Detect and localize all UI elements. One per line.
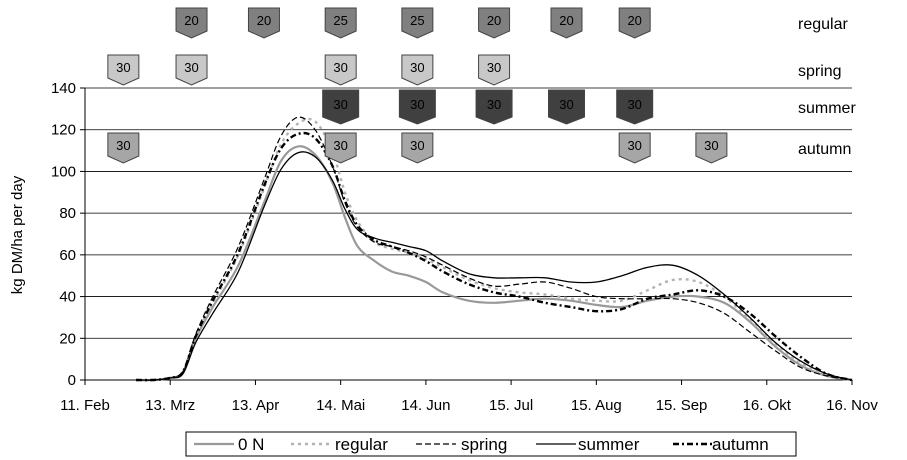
marker-regular-6 (550, 7, 583, 39)
marker-autumn-1 (107, 132, 140, 164)
marker-spring-3 (324, 54, 357, 86)
marker-regular-3 (324, 7, 357, 39)
x-tick-label-13-apr: 13. Apr (232, 397, 280, 414)
marker-autumn-4 (618, 132, 651, 164)
marker-regular-1 (175, 7, 208, 39)
y-axis-label: kg DM/ha per day (9, 175, 26, 294)
x-tick-label-15-aug: 15. Aug (571, 397, 622, 414)
marker-spring-2 (175, 54, 208, 86)
marker-label-spring-4: 30 (410, 60, 424, 75)
marker-label-regular-5: 20 (487, 13, 501, 28)
y-tick-label-120: 120 (51, 122, 76, 139)
marker-spring-1 (107, 54, 140, 86)
row-label-autumn: autumn (798, 141, 851, 158)
marker-autumn-3 (401, 132, 434, 164)
x-tick-labels: 11. Feb 13. Mrz 13. Apr 14. Mai 14. Jun 15. J… (60, 380, 878, 414)
x-tick-label-14-jun: 14. Jun (401, 397, 450, 414)
series-line-regular (136, 117, 853, 382)
marker-label-autumn-1: 30 (116, 138, 130, 153)
marker-label-autumn-5: 30 (704, 138, 718, 153)
x-tick-label-14-mai: 14. Mai (316, 397, 365, 414)
y-tick-label-20: 20 (59, 330, 76, 347)
x-tick-label-11-feb: 11. Feb (60, 397, 110, 414)
marker-label-regular-6: 20 (559, 13, 573, 28)
marker-label-spring-5: 30 (487, 60, 501, 75)
series-line-autumn (136, 131, 853, 382)
legend-label-spring: spring (461, 435, 507, 454)
marker-label-summer-3: 30 (487, 97, 501, 112)
marker-label-summer-5: 30 (627, 97, 641, 112)
y-tick-label-60: 60 (59, 247, 76, 264)
x-tick-label-13-mrz: 13. Mrz (145, 397, 195, 414)
x-tick-label-15-sep: 15. Sep (656, 397, 708, 414)
marker-summer-1 (322, 89, 360, 125)
marker-label-autumn-4: 30 (627, 138, 641, 153)
legend-label-autumn: autumn (712, 435, 769, 454)
marker-label-spring-1: 30 (116, 60, 130, 75)
series-line-spring (136, 116, 853, 381)
legend: 0 N regular spring summer autumn (185, 431, 797, 457)
marker-label-autumn-3: 30 (410, 138, 424, 153)
legend-label-regular: regular (335, 435, 388, 454)
y-tick-label-80: 80 (59, 205, 76, 222)
y-tick-label-0: 0 (68, 372, 76, 389)
marker-summer-4 (548, 89, 586, 125)
marker-regular-4 (401, 7, 434, 39)
marker-label-summer-2: 30 (410, 97, 424, 112)
x-tick-label-16-nov: 16. Nov (826, 397, 878, 414)
marker-label-spring-3: 30 (333, 60, 347, 75)
application-markers: 20 20 25 25 20 20 20 regular 30 30 30 30 30 spring 30 3… (107, 7, 856, 164)
series-line-0-n (136, 145, 853, 382)
legend-label-0-n: 0 N (238, 435, 264, 454)
marker-label-regular-3: 25 (333, 13, 347, 28)
marker-regular-2 (247, 7, 280, 39)
legend-box (185, 431, 797, 457)
marker-autumn-2 (324, 132, 357, 164)
row-label-regular: regular (798, 16, 848, 33)
legend-label-summer: summer (578, 435, 640, 454)
marker-summer-5 (616, 89, 654, 125)
marker-spring-5 (478, 54, 511, 86)
marker-label-regular-2: 20 (257, 13, 271, 28)
y-tick-label-140: 140 (51, 80, 76, 97)
x-tick-label-15-jul: 15. Jul (489, 397, 533, 414)
y-tick-labels: 0 20 40 60 80 100 120 140 (51, 80, 85, 389)
marker-summer-2 (398, 89, 436, 125)
marker-label-spring-2: 30 (184, 60, 198, 75)
row-label-summer: summer (798, 100, 856, 117)
series-lines (136, 116, 853, 382)
marker-label-autumn-2: 30 (333, 138, 347, 153)
marker-regular-7 (618, 7, 651, 39)
y-tick-label-100: 100 (51, 163, 76, 180)
marker-autumn-5 (695, 132, 728, 164)
x-tick-label-16-okt: 16. Okt (743, 397, 792, 414)
marker-label-regular-1: 20 (184, 13, 198, 28)
marker-label-summer-4: 30 (559, 97, 573, 112)
marker-spring-4 (401, 54, 434, 86)
row-label-spring: spring (798, 63, 842, 80)
marker-label-summer-1: 30 (333, 97, 347, 112)
axes (84, 88, 852, 381)
marker-summer-3 (475, 89, 513, 125)
marker-label-regular-7: 20 (627, 13, 641, 28)
y-tick-label-40: 40 (59, 289, 76, 306)
marker-label-regular-4: 25 (410, 13, 424, 28)
series-line-summer (136, 151, 853, 381)
marker-regular-5 (478, 7, 511, 39)
